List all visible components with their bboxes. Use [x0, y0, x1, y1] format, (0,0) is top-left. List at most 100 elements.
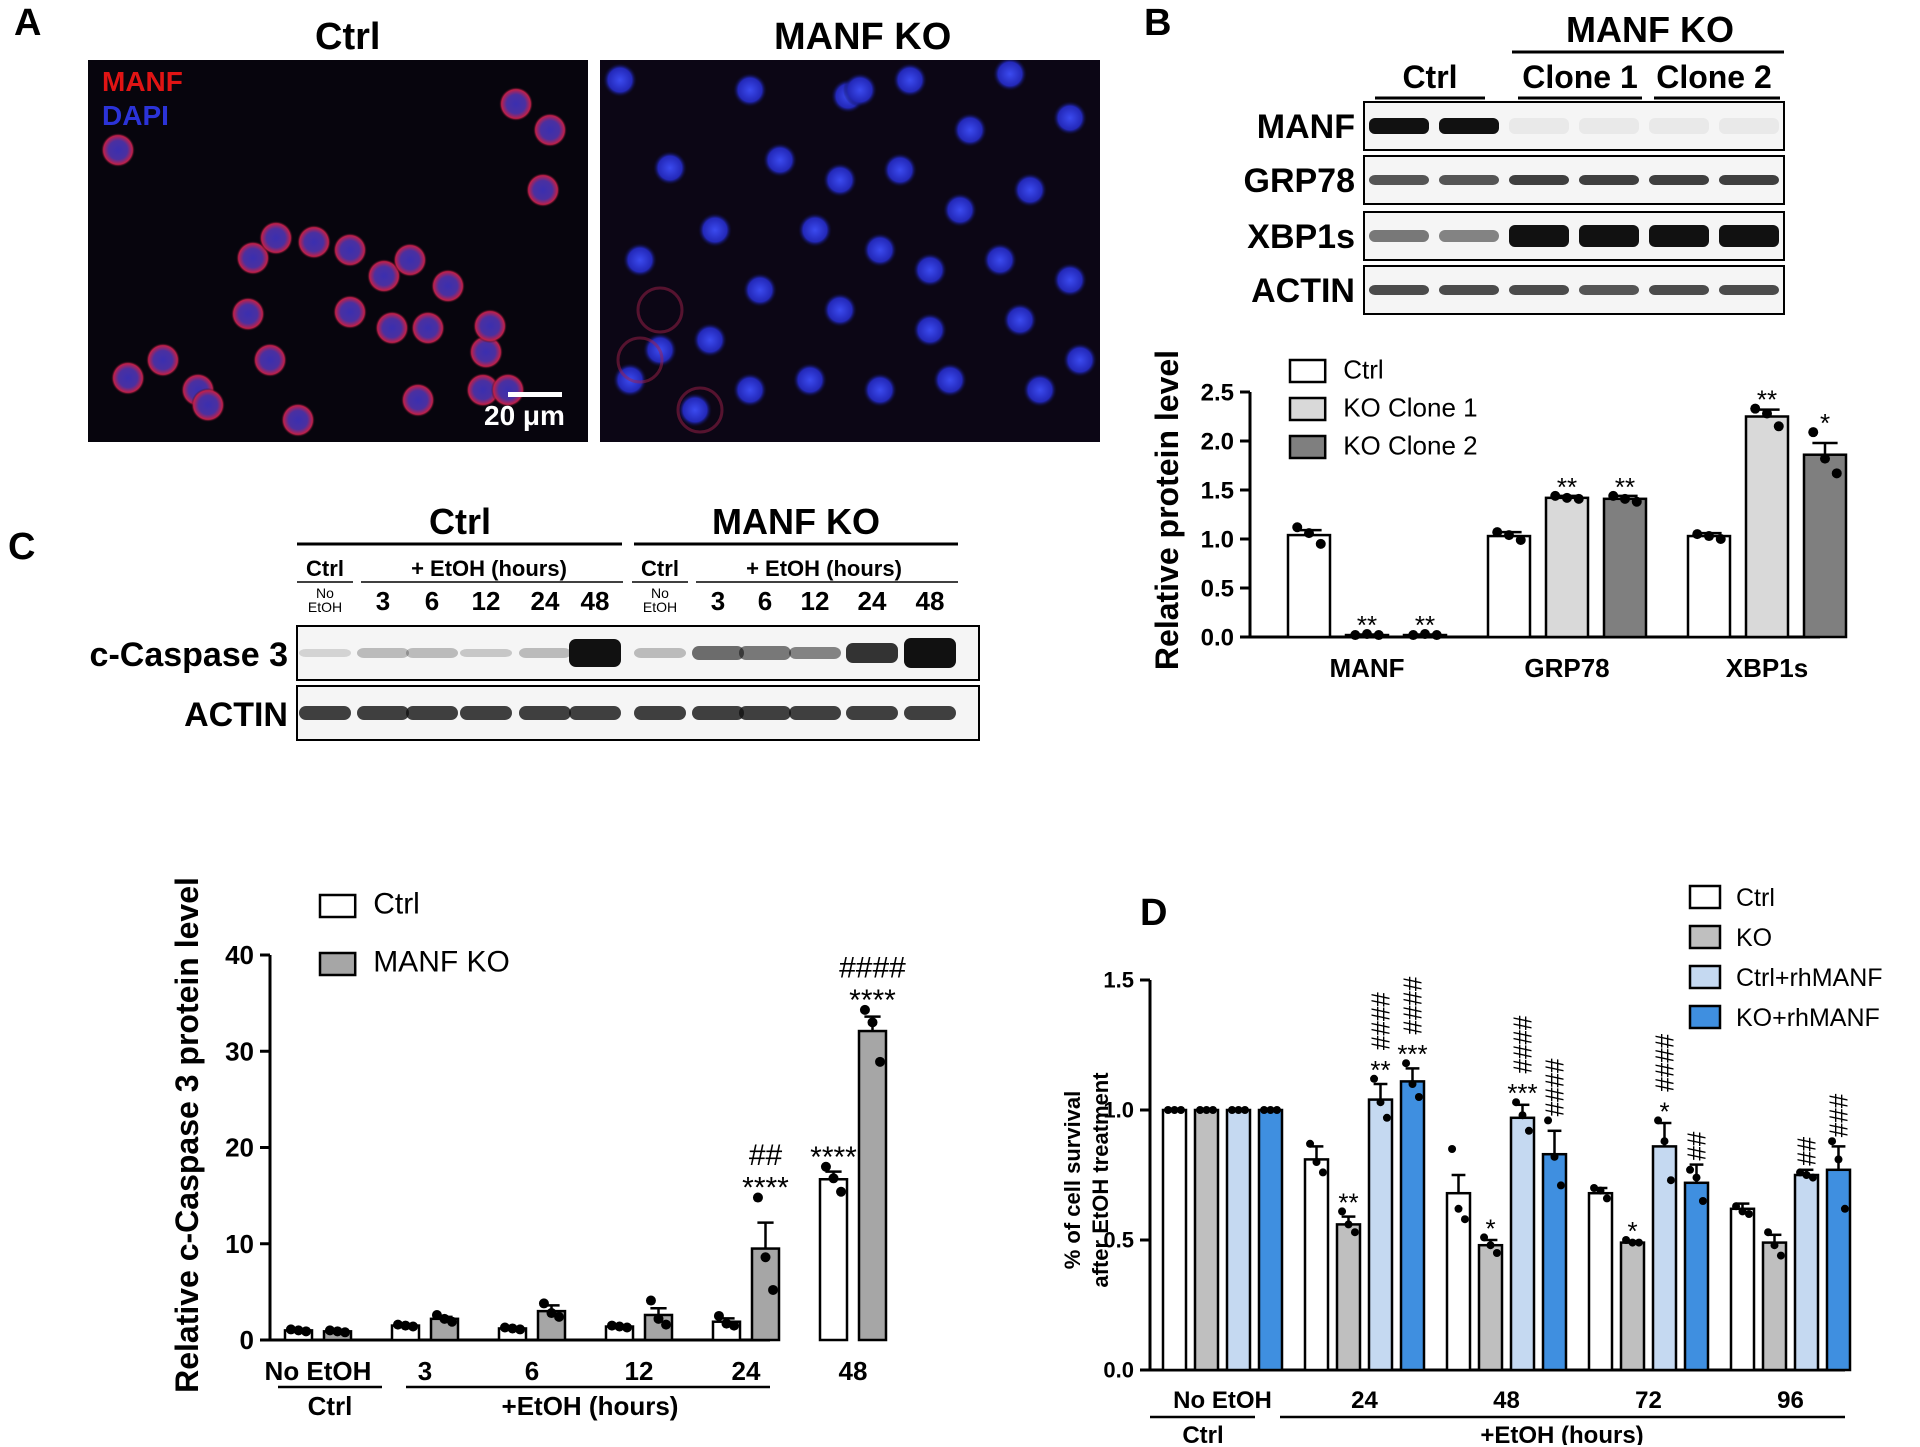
cell-nucleus — [1023, 373, 1057, 407]
cell-nucleus — [823, 293, 857, 327]
data-point — [1590, 1184, 1599, 1192]
x-category-label: 96 — [1777, 1387, 1804, 1414]
cell-nucleus — [1053, 263, 1087, 297]
data-point — [1698, 1197, 1707, 1205]
data-point — [1414, 1093, 1423, 1101]
lane-time-label: 6 — [425, 586, 439, 616]
bar — [1793, 1173, 1820, 1372]
significance-star: *** — [1507, 1078, 1537, 1108]
y-tick-label: 0.5 — [1103, 1228, 1134, 1253]
y-tick-label: 1.5 — [1201, 477, 1234, 504]
cell-nucleus — [883, 153, 917, 187]
cell-nucleus — [798, 213, 832, 247]
bar — [1367, 1098, 1394, 1372]
cell-nucleus — [333, 295, 367, 329]
data-point — [1454, 1204, 1463, 1213]
data-point — [1750, 403, 1761, 414]
lane-no-label: No — [316, 585, 334, 601]
blot-band — [1719, 285, 1779, 295]
blot-b-row-label: GRP78 — [1244, 162, 1356, 200]
y-tick-label: 0.5 — [1201, 575, 1234, 602]
blot-band — [1439, 230, 1499, 242]
significance-star: **** — [849, 984, 896, 1017]
significance-hash: #### — [1398, 976, 1428, 1034]
cell-nucleus — [375, 311, 409, 345]
blot-b-strip — [1363, 211, 1785, 261]
significance-hash: #### — [1366, 992, 1396, 1050]
blot-band — [1369, 285, 1429, 295]
bar — [1683, 1181, 1710, 1372]
data-point — [1486, 1241, 1495, 1250]
data-point — [499, 1322, 510, 1333]
data-point — [661, 1319, 672, 1330]
cell-nucleus — [823, 163, 857, 197]
lane-etoh-label: EtOH — [308, 599, 342, 615]
blot-band — [634, 706, 686, 720]
bar — [1802, 453, 1848, 639]
legend-label: Ctrl+rhMANF — [1736, 964, 1883, 992]
data-point — [1382, 1113, 1391, 1122]
cell-nucleus — [281, 403, 315, 437]
blot-band — [1579, 175, 1639, 185]
data-point — [1738, 1207, 1747, 1216]
blot-band — [692, 706, 744, 720]
y-tick-label: 0.0 — [1103, 1358, 1134, 1383]
blot-band — [1649, 225, 1709, 247]
data-point — [1628, 1238, 1637, 1247]
y-tick-label: 0.0 — [1201, 624, 1234, 651]
legend-label: KO Clone 1 — [1343, 393, 1477, 423]
y-tick-label: 0 — [240, 1325, 254, 1355]
y-tick-label: 20 — [225, 1133, 254, 1163]
cell-nucleus — [698, 213, 732, 247]
y-axis-label-2: after EtOH treatment — [1088, 1072, 1113, 1288]
cell-nucleus — [623, 243, 657, 277]
legend-swatch — [1688, 924, 1722, 950]
data-point — [1260, 1106, 1269, 1114]
data-point — [439, 1313, 450, 1324]
bar — [1651, 1145, 1678, 1372]
data-point — [1164, 1106, 1173, 1114]
blot-band — [789, 647, 841, 659]
x-category-label: 72 — [1635, 1387, 1662, 1414]
data-point — [1292, 522, 1303, 533]
significance-star: **** — [810, 1141, 857, 1174]
blot-band — [739, 646, 791, 660]
cell-nucleus — [993, 60, 1027, 91]
stain-dapi-label: DAPI — [102, 100, 169, 131]
blot-b-strip — [1363, 101, 1785, 151]
data-point — [1828, 1137, 1837, 1146]
cell-nucleus — [983, 243, 1017, 277]
blot-band — [846, 643, 898, 663]
legend-swatch — [318, 951, 357, 977]
data-point — [1802, 1171, 1811, 1179]
blot-b-row-label: ACTIN — [1251, 272, 1355, 310]
x-category-label: 48 — [839, 1356, 868, 1386]
y-tick-label: 1.5 — [1103, 968, 1134, 993]
panel-d-letter: D — [1140, 892, 1168, 934]
blot-band — [1509, 225, 1569, 247]
blot-band — [789, 706, 841, 720]
data-point — [1272, 1106, 1281, 1114]
scale-bar — [508, 392, 562, 397]
blot-band — [460, 649, 512, 657]
blot-band — [519, 648, 571, 658]
data-point — [1686, 1165, 1695, 1174]
data-point — [1620, 493, 1630, 504]
x-category-label: 12 — [625, 1356, 654, 1386]
panel-c: C Ctrl MANF KO Ctrl No EtOH + EtOH (hours) 3… — [0, 490, 1000, 750]
data-point — [1773, 421, 1784, 432]
data-point — [614, 1321, 625, 1332]
legend-swatch — [1688, 1004, 1722, 1030]
data-point — [1350, 1228, 1359, 1237]
x-category-label: No EtOH — [1173, 1387, 1272, 1414]
lane-etoh-hours-label: + EtOH (hours) — [411, 556, 567, 581]
lane-etoh-label: EtOH — [643, 599, 677, 615]
bar — [1225, 1108, 1252, 1372]
lane-time-label: 24 — [858, 586, 887, 616]
scale-bar-label: 20 μm — [484, 400, 565, 431]
blot-band — [1509, 285, 1569, 295]
x-category-label: 24 — [732, 1356, 761, 1386]
legend-swatch — [1288, 358, 1327, 384]
data-point — [1208, 1106, 1217, 1114]
cell-nucleus — [893, 63, 927, 97]
